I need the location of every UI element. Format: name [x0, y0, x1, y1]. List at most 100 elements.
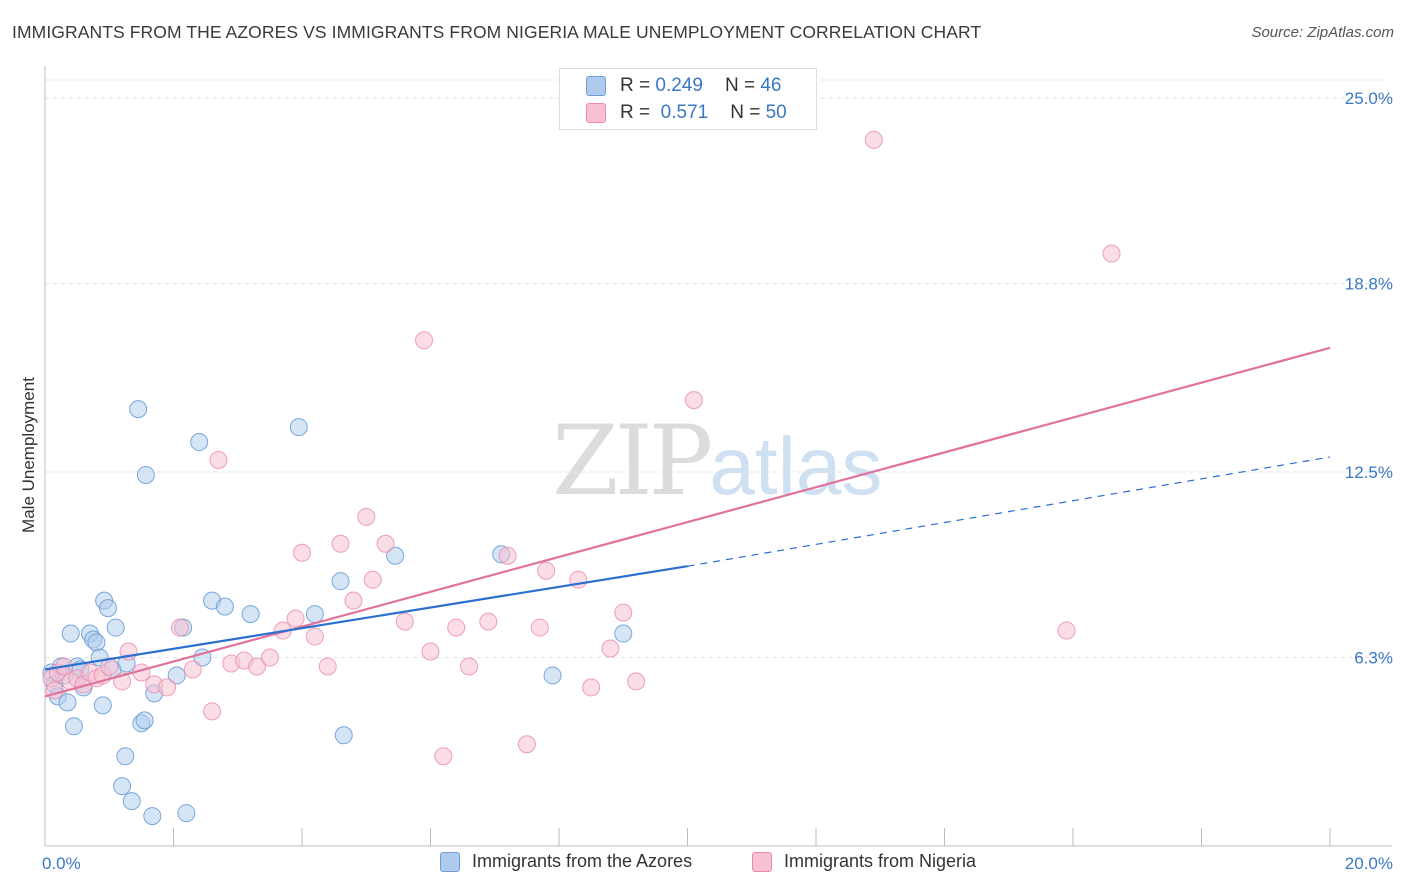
- nigeria-point: [344, 591, 363, 610]
- series-nigeria-points: [42, 130, 1121, 766]
- azores-point: [614, 624, 633, 643]
- azores-point: [386, 546, 405, 565]
- azores-point: [305, 605, 324, 624]
- azores-point: [64, 717, 83, 736]
- nigeria-point: [203, 702, 222, 721]
- nigeria-point: [627, 672, 646, 691]
- azores-point: [543, 666, 562, 685]
- stats-legend-row-nigeria: R = 0.571 N = 50: [586, 100, 787, 126]
- nigeria-point: [1102, 244, 1121, 263]
- y-tick-label: 18.8%: [1345, 274, 1393, 293]
- r-label: R =: [620, 75, 651, 96]
- azores-point: [129, 400, 148, 419]
- nigeria-point: [363, 570, 382, 589]
- azores-swatch: [440, 851, 460, 872]
- series-legend: Immigrants from the Azores Immigrants fr…: [0, 851, 1406, 879]
- series-azores-points: [42, 400, 633, 826]
- nigeria-point: [376, 534, 395, 553]
- n-value: 46: [760, 75, 782, 96]
- nigeria-point: [864, 130, 883, 149]
- nigeria-point: [318, 657, 337, 676]
- azores-point: [136, 465, 155, 484]
- nigeria-point: [684, 391, 703, 410]
- y-tick-label: 25.0%: [1345, 89, 1393, 108]
- axis-labels: 6.3% 12.5% 18.8% 25.0% 0.0% 20.0% Male Unemplo…: [19, 89, 1393, 873]
- legend-label-azores: Immigrants from the Azores: [472, 851, 693, 871]
- azores-point: [289, 418, 308, 437]
- y-axis-label: Male Unemployment: [19, 377, 38, 533]
- y-tick-label: 6.3%: [1354, 648, 1393, 667]
- nigeria-point: [286, 609, 305, 628]
- nigeria-swatch: [586, 103, 606, 123]
- stats-legend: R = 0.249 N = 46 R = 0.571 N = 50: [559, 68, 817, 130]
- nigeria-point: [498, 546, 517, 565]
- azores-point: [334, 726, 353, 745]
- nigeria-point: [305, 627, 324, 646]
- x-tick-label-min: 0.0%: [42, 854, 81, 873]
- nigeria-point: [293, 543, 311, 562]
- n-value: 50: [765, 102, 787, 123]
- nigeria-point: [248, 657, 267, 676]
- y-tick-label: 12.5%: [1345, 463, 1393, 482]
- stats-legend-row-azores: R = 0.249 N = 46: [586, 73, 781, 99]
- nigeria-point: [421, 642, 440, 661]
- nigeria-point: [260, 648, 279, 667]
- azores-point: [331, 572, 350, 591]
- azores-point: [106, 618, 125, 637]
- azores-point: [58, 693, 77, 712]
- nigeria-point: [209, 451, 228, 469]
- legend-item-nigeria: Immigrants from Nigeria: [752, 851, 976, 872]
- azores-point: [135, 711, 154, 730]
- nigeria-point: [434, 747, 453, 766]
- r-value: 0.249: [655, 75, 703, 96]
- nigeria-point: [170, 618, 189, 637]
- azores-point: [93, 696, 112, 715]
- nigeria-point: [357, 507, 376, 526]
- azores-point: [177, 804, 196, 823]
- nigeria-point: [1057, 621, 1076, 640]
- source-label: Source: ZipAtlas.com: [1251, 24, 1394, 41]
- r-value: 0.571: [660, 102, 709, 123]
- nigeria-trend-line: [44, 346, 1331, 698]
- azores-point: [190, 433, 209, 452]
- x-tick-label-max: 20.0%: [1345, 854, 1393, 873]
- azores-point: [143, 807, 162, 826]
- azores-point: [167, 666, 186, 685]
- nigeria-point: [415, 331, 434, 350]
- azores-point: [61, 624, 80, 643]
- nigeria-point: [530, 618, 549, 637]
- azores-point: [241, 605, 260, 624]
- azores-trend-line: [44, 565, 688, 671]
- azores-point: [113, 777, 132, 796]
- azores-point: [215, 597, 234, 616]
- legend-item-azores: Immigrants from the Azores: [440, 851, 692, 872]
- nigeria-point: [395, 612, 414, 631]
- nigeria-point: [183, 660, 202, 679]
- r-label: R =: [620, 102, 651, 123]
- nigeria-swatch: [752, 851, 772, 872]
- azores-point: [122, 792, 141, 811]
- nigeria-point: [601, 639, 620, 658]
- nigeria-point: [614, 603, 633, 622]
- n-label: N =: [724, 75, 756, 96]
- n-label: N =: [730, 102, 761, 123]
- azores-point: [87, 633, 106, 652]
- azores-point: [98, 599, 117, 618]
- nigeria-point: [100, 657, 119, 676]
- nigeria-point: [479, 612, 498, 631]
- nigeria-point: [447, 618, 466, 637]
- legend-label-nigeria: Immigrants from Nigeria: [784, 851, 977, 871]
- nigeria-point: [517, 735, 536, 754]
- nigeria-point: [158, 678, 177, 697]
- axes: [44, 66, 1392, 847]
- grid-lines: [45, 79, 1390, 658]
- trend-lines: [44, 346, 1331, 698]
- chart-title: IMMIGRANTS FROM THE AZORES VS IMMIGRANTS…: [12, 22, 982, 42]
- nigeria-point: [537, 561, 556, 580]
- azores-point: [116, 747, 135, 766]
- nigeria-point: [331, 534, 350, 553]
- azores-trend-extension: [687, 456, 1331, 567]
- nigeria-point: [460, 657, 479, 676]
- azores-swatch: [586, 76, 606, 96]
